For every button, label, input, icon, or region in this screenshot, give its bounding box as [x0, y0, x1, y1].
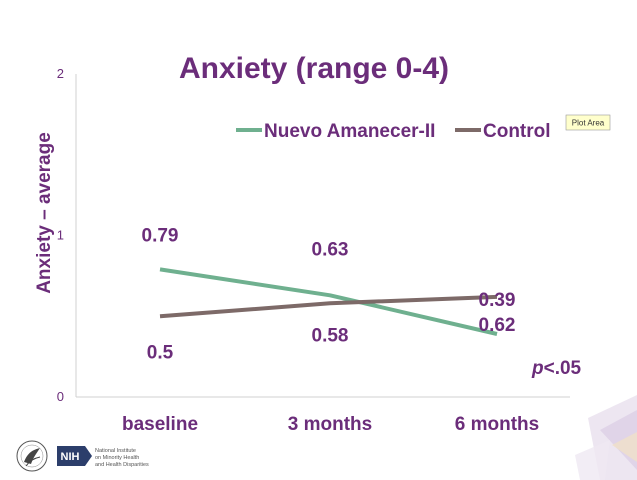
legend-label-control: Control — [483, 121, 551, 142]
data-label: 0.5 — [147, 342, 174, 363]
legend-label-nuevo: Nuevo Amanecer-II — [264, 121, 435, 142]
nih-org-line-3: and Health Disparities — [95, 462, 149, 468]
legend: Nuevo Amanecer-II Control — [236, 121, 551, 142]
chart-title: Anxiety (range 0-4) — [179, 52, 449, 85]
nih-org-line-1: National Institute — [95, 448, 136, 454]
p-italic: p — [531, 358, 544, 379]
y-tick-label: 0 — [57, 389, 64, 404]
y-tick-label: 2 — [57, 66, 64, 81]
p-rest: <.05 — [544, 358, 582, 379]
footer-logos: NIH National Institute on Minority Healt… — [16, 440, 149, 472]
y-tick-label: 1 — [57, 228, 64, 243]
tooltip-text: Plot Area — [572, 119, 605, 128]
nih-logo: NIH — [57, 446, 92, 466]
tooltip-box — [565, 114, 611, 131]
decorative-triangles — [575, 395, 637, 480]
data-label: 0.63 — [312, 239, 349, 260]
data-label: 0.58 — [312, 325, 349, 346]
y-tick-labels: 0 1 2 — [57, 66, 64, 404]
series-line-1 — [159, 294, 498, 319]
nih-logo-text: NIH — [61, 451, 80, 463]
x-tick-labels: baseline 3 months 6 months — [122, 414, 539, 435]
data-label: 0.79 — [142, 225, 179, 246]
series-lines — [159, 267, 498, 336]
series-line-0 — [159, 267, 498, 336]
x-tick-label: 6 months — [455, 414, 539, 435]
hhs-seal-icon — [16, 440, 48, 472]
plot-area-tooltip: Plot Area — [565, 114, 611, 131]
data-label: 0.39 — [479, 290, 516, 311]
y-axis-label: Anxiety – average — [34, 132, 55, 294]
x-tick-label: baseline — [122, 414, 198, 435]
nih-logo-box — [57, 446, 85, 466]
nih-org-line-2: on Minority Health — [95, 455, 139, 461]
data-label: 0.62 — [479, 315, 516, 336]
x-tick-label: 3 months — [288, 414, 372, 435]
data-labels: 0.79 0.63 0.39 0.5 0.58 0.62 — [142, 225, 516, 363]
p-value-annotation: p<.05 — [531, 358, 582, 379]
